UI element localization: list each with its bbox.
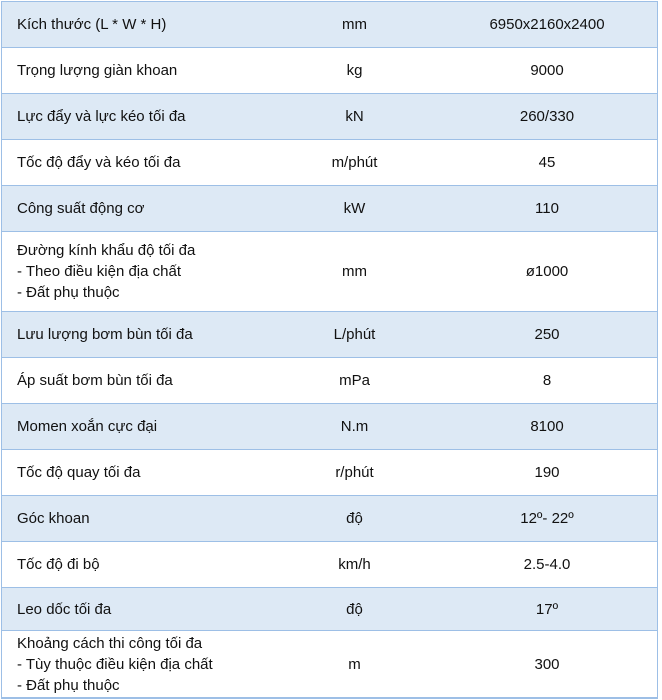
spec-value: 110 [535, 200, 559, 217]
spec-label: Tốc độ quay tối đa [2, 462, 272, 483]
spec-unit: độ [346, 600, 363, 618]
spec-label-line: Kích thước (L * W * H) [17, 16, 167, 33]
table-row: Leo dốc tối đa độ 17º [2, 588, 657, 631]
spec-label-line: Tốc độ đẩy và kéo tối đa [17, 154, 181, 171]
spec-label: Momen xoắn cực đại [2, 416, 272, 437]
table-row: Trọng lượng giàn khoan kg 9000 [2, 48, 657, 94]
spec-unit: mm [342, 16, 367, 33]
table-row: Đường kính khẩu độ tối đa - Theo điều kiệ… [2, 232, 657, 312]
spec-label-line: - Theo điều kiện địa chất [17, 263, 181, 280]
spec-unit: độ [346, 510, 363, 527]
table-row: Lực đẩy và lực kéo tối đa kN 260/330 [2, 94, 657, 140]
spec-unit: km/h [338, 556, 371, 573]
spec-label: Kích thước (L * W * H) [2, 14, 272, 35]
spec-value: 6950x2160x2400 [489, 16, 605, 33]
spec-label: Khoảng cách thi công tối đa - Tùy thuộc đ… [2, 633, 272, 696]
spec-value: ø1000 [525, 263, 569, 280]
spec-label-line: Leo dốc tối đa [17, 600, 112, 618]
spec-unit: kW [343, 200, 366, 217]
spec-unit: mm [342, 263, 367, 280]
spec-value: 45 [538, 154, 556, 171]
table-row: Công suất động cơ kW 110 [2, 186, 657, 232]
spec-label-line: Công suất động cơ [17, 200, 145, 217]
spec-value: 260/330 [519, 108, 575, 125]
spec-label-line: Lực đẩy và lực kéo tối đa [17, 108, 186, 125]
spec-unit: N.m [340, 418, 369, 435]
spec-unit: m [348, 655, 361, 673]
spec-value: 250 [534, 326, 560, 343]
spec-value: 12º- 22º [520, 510, 574, 527]
spec-label: Công suất động cơ [2, 198, 272, 219]
table-row: Lưu lượng bơm bùn tối đa L/phút 250 [2, 312, 657, 358]
spec-value: 190 [534, 464, 560, 481]
spec-value: 2.5-4.0 [523, 556, 571, 573]
spec-label: Áp suất bơm bùn tối đa [2, 370, 272, 391]
spec-label-line: Tốc độ quay tối đa [17, 464, 141, 481]
spec-unit: r/phút [335, 464, 374, 481]
spec-value: 8 [542, 372, 552, 389]
spec-label-line: Trọng lượng giàn khoan [17, 62, 178, 79]
spec-label-line: - Đất phụ thuộc [17, 676, 120, 694]
spec-label: Lực đẩy và lực kéo tối đa [2, 106, 272, 127]
spec-label-line: Momen xoắn cực đại [17, 418, 158, 435]
table-row: Góc khoan độ 12º- 22º [2, 496, 657, 542]
table-row: Áp suất bơm bùn tối đa mPa 8 [2, 358, 657, 404]
spec-label: Góc khoan [2, 508, 272, 529]
spec-label: Tốc độ đi bộ [2, 554, 272, 575]
spec-unit: kN [345, 108, 364, 125]
table-row: Momen xoắn cực đại N.m 8100 [2, 404, 657, 450]
table-row: Tốc độ đi bộ km/h 2.5-4.0 [2, 542, 657, 588]
spec-label: Tốc độ đẩy và kéo tối đa [2, 152, 272, 173]
spec-value: 8100 [530, 418, 564, 435]
spec-label-line: Áp suất bơm bùn tối đa [17, 372, 173, 389]
spec-label-line: Khoảng cách thi công tối đa [17, 634, 203, 652]
table-row: Tốc độ quay tối đa r/phút 190 [2, 450, 657, 496]
spec-value: 300 [534, 655, 560, 673]
spec-value: 9000 [530, 62, 564, 79]
spec-label-line: Lưu lượng bơm bùn tối đa [17, 326, 193, 343]
spec-unit: m/phút [331, 154, 378, 171]
spec-label: Leo dốc tối đa [2, 599, 272, 620]
spec-unit: mPa [339, 372, 370, 389]
spec-label: Đường kính khẩu độ tối đa - Theo điều kiệ… [2, 240, 272, 303]
spec-unit: L/phút [333, 326, 376, 343]
spec-label-line: Đường kính khẩu độ tối đa [17, 242, 196, 259]
table-row: Tốc độ đẩy và kéo tối đa m/phút 45 [2, 140, 657, 186]
spec-label-line: Góc khoan [17, 510, 90, 527]
spec-label: Trọng lượng giàn khoan [2, 60, 272, 81]
spec-label-line: - Đất phụ thuộc [17, 284, 120, 301]
spec-unit: kg [346, 62, 363, 79]
spec-label: Lưu lượng bơm bùn tối đa [2, 324, 272, 345]
table-row: Kích thước (L * W * H) mm 6950x2160x2400 [2, 2, 657, 48]
spec-label-line: Tốc độ đi bộ [17, 556, 100, 573]
spec-value: 17º [535, 600, 559, 618]
spec-label-line: - Tùy thuộc điều kiện địa chất [17, 655, 213, 673]
table-row: Khoảng cách thi công tối đa - Tùy thuộc đ… [2, 631, 657, 697]
